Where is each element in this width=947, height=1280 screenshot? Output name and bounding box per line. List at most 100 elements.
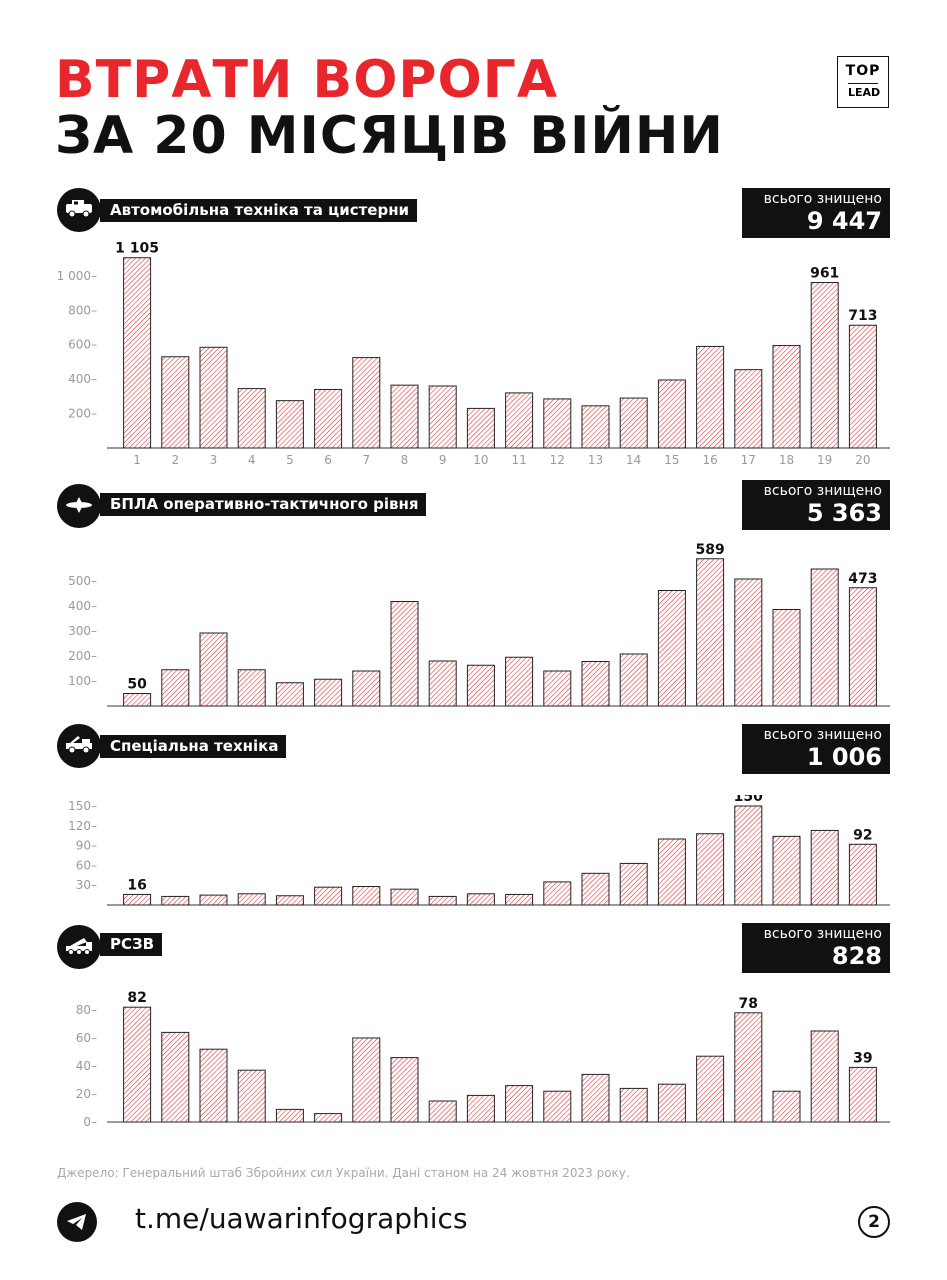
bar [543, 881, 572, 906]
bar [734, 578, 763, 707]
bar [848, 324, 877, 449]
data-label: 39 [853, 1050, 872, 1066]
x-tick-label: 12 [550, 453, 565, 467]
chart-drones: 100– 200– 300– 400– 500– 50 589 473 [68, 542, 890, 707]
bar [123, 693, 152, 707]
bar [543, 1090, 572, 1123]
bar [390, 384, 419, 449]
data-label: 473 [848, 571, 877, 587]
bar [543, 398, 572, 449]
logo-bottom-text: LEAD [848, 83, 880, 99]
chart-vehicles: 200– 400– 600– 800– 1 000– 1 1 105 2 3 4 5 6 7 8 9 10 11… [57, 241, 890, 467]
y-tick-label: 300– [68, 624, 97, 638]
data-label: 150 [734, 795, 763, 805]
total-label: всього знищено [763, 191, 882, 207]
y-tick-label: 30– [76, 878, 97, 892]
category-label: Спеціальна техніка [100, 735, 287, 758]
bar [657, 379, 686, 449]
y-tick-label: 400– [68, 372, 97, 386]
y-tick-label: 60– [76, 1031, 97, 1045]
x-tick-label: 19 [817, 453, 832, 467]
y-tick-label: 100– [68, 674, 97, 688]
bar [352, 1037, 381, 1123]
bar [428, 385, 457, 449]
total-box: всього знищено 1 006 [742, 724, 890, 774]
bar [199, 632, 228, 707]
bar [543, 670, 572, 707]
data-label: 82 [127, 990, 146, 1006]
x-tick-label: 14 [626, 453, 641, 467]
chart-mlrs: 0– 20– 40– 60– 80– 82 78 39 [76, 990, 890, 1129]
bar [314, 678, 343, 707]
x-tick-label: 9 [439, 453, 447, 467]
x-tick-label: 15 [664, 453, 679, 467]
category-label: Автомобільна техніка та цистерни [100, 199, 418, 222]
bar [810, 829, 839, 906]
total-label: всього знищено [763, 727, 882, 743]
bar [275, 400, 304, 449]
y-tick-label: 500– [68, 574, 97, 588]
data-label: 589 [695, 542, 724, 558]
bar [810, 568, 839, 707]
bar [619, 1087, 648, 1123]
total-value: 828 [831, 942, 882, 970]
bar [466, 1094, 495, 1123]
total-value: 1 006 [806, 743, 882, 771]
y-tick-label: 0– [83, 1115, 97, 1129]
title-line-2: ЗА 20 МІСЯЦІВ ВІЙНИ [55, 106, 724, 166]
bar [657, 590, 686, 707]
bar [848, 587, 877, 707]
bar [505, 656, 534, 707]
y-tick-label: 200– [68, 649, 97, 663]
bar [352, 357, 381, 449]
bar [237, 1069, 266, 1123]
y-tick-label: 80– [76, 1003, 97, 1017]
bar [466, 664, 495, 707]
total-value: 5 363 [806, 499, 882, 527]
y-tick-label: 600– [68, 338, 97, 352]
bar [772, 1090, 801, 1123]
bar [161, 356, 190, 449]
bar [696, 345, 725, 449]
x-tick-label: 17 [741, 453, 756, 467]
bar [428, 1100, 457, 1123]
x-tick-label: 18 [779, 453, 794, 467]
total-label: всього знищено [763, 483, 882, 499]
logo-top-text: TOP [845, 63, 881, 79]
data-label: 92 [853, 827, 872, 843]
x-tick-label: 20 [855, 453, 870, 467]
bar [619, 397, 648, 449]
bar [314, 886, 343, 906]
page-number: 2 [858, 1206, 890, 1238]
bar [161, 895, 190, 906]
bar [390, 1057, 419, 1123]
data-label: 1 105 [115, 241, 159, 257]
bar [428, 895, 457, 906]
bar [505, 1085, 534, 1123]
bar [237, 388, 266, 449]
bar [123, 257, 152, 449]
data-label: 961 [810, 266, 839, 282]
bar [619, 862, 648, 906]
bar [390, 601, 419, 707]
y-tick-label: 150– [68, 799, 97, 813]
bar [619, 653, 648, 707]
bar [352, 670, 381, 707]
bar [161, 669, 190, 707]
x-tick-label: 4 [248, 453, 256, 467]
data-label: 78 [739, 996, 758, 1012]
telegram-icon[interactable] [57, 1202, 97, 1242]
x-tick-label: 3 [210, 453, 218, 467]
bar [123, 893, 152, 906]
y-tick-label: 200– [68, 407, 97, 421]
telegram-link[interactable]: t.me/uawarinfographics [135, 1202, 468, 1235]
bar [505, 392, 534, 449]
x-tick-label: 2 [171, 453, 179, 467]
bar [696, 833, 725, 906]
total-box: всього знищено 9 447 [742, 188, 890, 238]
x-tick-label: 8 [401, 453, 409, 467]
y-tick-label: 1 000– [57, 269, 97, 283]
bar [237, 893, 266, 906]
category-label: БПЛА оперативно-тактичного рівня [100, 493, 427, 516]
data-label: 713 [848, 308, 877, 324]
